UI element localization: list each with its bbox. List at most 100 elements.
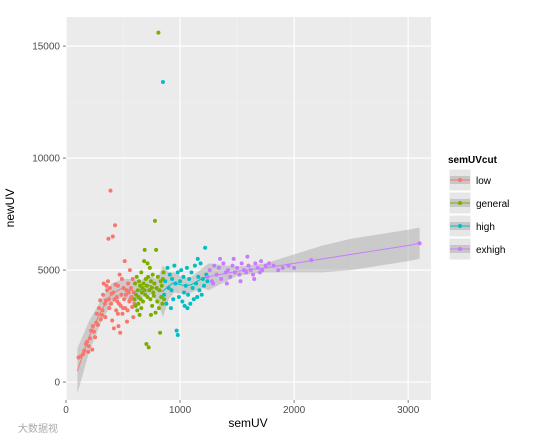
data-point-high bbox=[181, 274, 186, 279]
data-point-high bbox=[160, 79, 165, 84]
data-point-high bbox=[174, 328, 179, 333]
data-point-high bbox=[205, 279, 210, 284]
data-point-low bbox=[113, 223, 118, 228]
data-point-exhigh bbox=[232, 270, 237, 275]
data-point-general bbox=[150, 272, 155, 277]
data-point-high bbox=[171, 297, 176, 302]
data-point-low bbox=[104, 283, 109, 288]
data-point-exhigh bbox=[245, 254, 250, 259]
data-point-general bbox=[151, 293, 156, 298]
data-point-low bbox=[101, 292, 106, 297]
grid-lines bbox=[65, 17, 431, 400]
data-point-exhigh bbox=[239, 261, 244, 266]
data-point-low bbox=[109, 301, 114, 306]
data-point-low bbox=[125, 319, 130, 324]
data-point-general bbox=[144, 342, 149, 347]
data-point-low bbox=[126, 290, 131, 295]
data-point-general bbox=[148, 312, 153, 317]
data-point-low bbox=[90, 324, 95, 329]
y-tick-label: 10000 bbox=[32, 154, 60, 165]
data-point-general bbox=[155, 299, 160, 304]
data-point-general bbox=[139, 290, 144, 295]
data-point-general bbox=[135, 308, 140, 313]
data-point-general bbox=[147, 265, 152, 270]
data-point-exhigh bbox=[253, 261, 258, 266]
data-point-low bbox=[106, 297, 111, 302]
data-point-general bbox=[142, 259, 147, 264]
data-point-general bbox=[146, 274, 151, 279]
data-point-low bbox=[90, 347, 95, 352]
data-point-general bbox=[139, 270, 144, 275]
data-point-high bbox=[180, 299, 185, 304]
data-point-low bbox=[114, 308, 119, 313]
data-point-general bbox=[158, 330, 163, 335]
data-point-low bbox=[131, 315, 136, 320]
data-point-high bbox=[186, 292, 191, 297]
data-point-low bbox=[130, 277, 135, 282]
data-point-high bbox=[183, 283, 188, 288]
data-point-high bbox=[166, 286, 171, 291]
data-point-general bbox=[159, 294, 164, 299]
data-point-low bbox=[100, 308, 105, 313]
confidence-band-exhigh bbox=[208, 227, 420, 291]
data-point-general bbox=[146, 345, 151, 350]
data-point-exhigh bbox=[225, 268, 230, 273]
data-point-low bbox=[91, 329, 96, 334]
data-point-exhigh bbox=[207, 268, 212, 273]
data-point-general bbox=[155, 274, 160, 279]
data-point-high bbox=[199, 292, 204, 297]
data-point-high bbox=[162, 292, 167, 297]
data-point-exhigh bbox=[309, 258, 314, 263]
data-point-general bbox=[154, 286, 159, 291]
data-point-general bbox=[135, 288, 140, 293]
data-point-exhigh bbox=[214, 272, 219, 277]
data-point-low bbox=[119, 277, 124, 282]
data-point-low bbox=[107, 286, 112, 291]
data-point-general bbox=[153, 310, 158, 315]
data-point-high bbox=[195, 294, 200, 299]
data-point-low bbox=[95, 322, 100, 327]
legend-label-exhigh: exhigh bbox=[476, 245, 505, 256]
data-point-exhigh bbox=[276, 268, 281, 273]
data-point-low bbox=[120, 311, 125, 316]
data-point-low bbox=[94, 311, 99, 316]
data-point-general bbox=[148, 279, 153, 284]
data-point-high bbox=[198, 261, 203, 266]
data-point-exhigh bbox=[221, 261, 226, 266]
data-point-low bbox=[81, 352, 86, 357]
data-point-low bbox=[130, 305, 135, 310]
data-point-exhigh bbox=[255, 265, 260, 270]
trend-line-exhigh bbox=[208, 242, 420, 278]
data-point-high bbox=[188, 301, 193, 306]
data-point-low bbox=[116, 324, 121, 329]
data-point-low bbox=[99, 312, 104, 317]
data-point-general bbox=[152, 218, 157, 223]
data-point-exhigh bbox=[263, 263, 268, 268]
data-point-general bbox=[151, 290, 156, 295]
data-point-low bbox=[126, 281, 131, 286]
x-axis-title: semUV bbox=[228, 416, 267, 430]
data-point-high bbox=[168, 306, 173, 311]
data-point-low bbox=[87, 336, 92, 341]
data-point-low bbox=[111, 290, 116, 295]
data-point-high bbox=[170, 277, 175, 282]
data-point-low bbox=[93, 335, 98, 340]
data-point-high bbox=[203, 245, 208, 250]
data-point-general bbox=[162, 297, 167, 302]
data-point-low bbox=[107, 306, 112, 311]
data-point-high bbox=[184, 265, 189, 270]
data-point-exhigh bbox=[292, 265, 297, 270]
y-tick-label: 5000 bbox=[38, 266, 61, 277]
data-point-general bbox=[137, 312, 142, 317]
legend-title: semUVcut bbox=[448, 155, 498, 166]
data-point-general bbox=[142, 288, 147, 293]
data-point-high bbox=[200, 277, 205, 282]
data-point-low bbox=[118, 330, 123, 335]
data-point-high bbox=[165, 265, 170, 270]
data-point-exhigh bbox=[248, 268, 253, 273]
data-point-low bbox=[129, 294, 134, 299]
data-point-exhigh bbox=[252, 277, 257, 282]
data-point-low bbox=[125, 308, 130, 313]
x-tick-label: 1000 bbox=[169, 405, 192, 416]
data-point-general bbox=[144, 283, 149, 288]
